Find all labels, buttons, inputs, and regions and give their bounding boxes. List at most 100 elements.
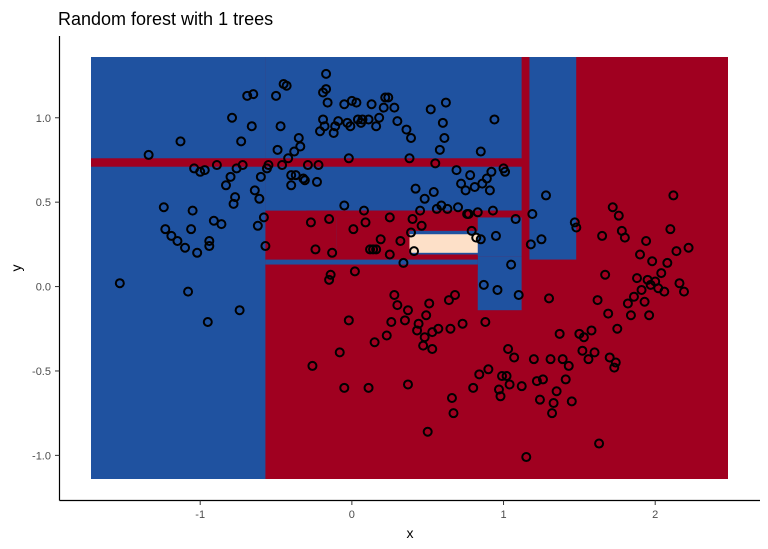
data-point-68: [322, 97, 333, 108]
data-point-140: [430, 158, 441, 169]
data-point-17: [204, 241, 215, 252]
data-point-153: [450, 290, 460, 301]
data-point-168: [475, 146, 486, 157]
region-class_b-16: [576, 57, 728, 479]
data-point-34: [252, 220, 263, 231]
data-point-128: [415, 205, 426, 216]
data-point-99: [371, 244, 382, 255]
data-point-228: [609, 362, 620, 373]
data-point-175: [484, 185, 495, 196]
data-point-179: [490, 230, 501, 241]
data-point-29: [237, 160, 248, 171]
data-point-67: [321, 84, 332, 95]
data-point-151: [446, 392, 457, 403]
data-point-119: [402, 379, 413, 390]
data-point-131: [419, 332, 430, 343]
data-point-196: [527, 208, 538, 219]
data-point-14: [199, 165, 210, 176]
data-point-59: [310, 244, 321, 255]
data-point-92: [360, 217, 371, 228]
data-point-210: [560, 374, 571, 385]
data-point-155: [453, 202, 464, 213]
data-point-122: [406, 227, 417, 238]
data-point-90: [357, 114, 368, 125]
data-point-91: [359, 205, 369, 216]
data-point-205: [547, 408, 558, 419]
data-point-207: [551, 386, 562, 397]
data-point-250: [662, 257, 673, 268]
data-point-96: [366, 99, 377, 110]
data-point-195: [525, 239, 536, 250]
data-point-47: [283, 153, 294, 164]
data-point-147: [440, 97, 451, 108]
data-point-208: [554, 328, 565, 339]
data-point-233: [619, 232, 630, 243]
data-point-42: [272, 144, 283, 155]
data-point-152: [448, 408, 459, 419]
data-point-44: [277, 160, 288, 171]
y-axis-title: y: [8, 265, 24, 272]
data-point-117: [401, 124, 412, 135]
data-point-142: [433, 323, 444, 334]
data-point-214: [571, 222, 582, 233]
data-point-172: [480, 317, 491, 328]
data-point-115: [398, 257, 409, 268]
data-point-72: [327, 247, 338, 258]
data-point-132: [419, 193, 430, 204]
data-point-143: [434, 144, 445, 155]
data-point-223: [597, 230, 608, 241]
data-point-83: [345, 121, 356, 132]
data-point-112: [392, 300, 403, 311]
data-point-166: [472, 207, 483, 218]
data-point-66: [321, 68, 332, 79]
data-point-75: [333, 116, 344, 127]
data-point-81: [343, 153, 354, 164]
data-point-238: [635, 249, 646, 260]
data-point-69: [324, 214, 335, 225]
data-point-220: [589, 347, 600, 358]
data-point-33: [249, 185, 260, 196]
region-class_b-9: [265, 254, 478, 260]
data-point-107: [384, 249, 395, 260]
data-point-200: [536, 234, 547, 245]
data-point-48: [286, 180, 297, 191]
data-point-110: [389, 102, 400, 113]
data-point-78: [339, 382, 350, 393]
data-point-127: [413, 318, 424, 329]
data-point-217: [578, 332, 589, 343]
data-point-104: [380, 92, 391, 103]
data-point-145: [437, 117, 448, 128]
data-point-46: [281, 80, 292, 91]
data-point-84: [346, 95, 357, 106]
data-point-19: [211, 160, 222, 171]
data-point-65: [319, 121, 330, 132]
data-point-222: [594, 438, 605, 449]
data-point-114: [395, 235, 406, 246]
data-point-173: [481, 173, 492, 184]
data-point-86: [349, 266, 360, 277]
data-point-198: [531, 376, 542, 387]
data-point-180: [492, 284, 503, 295]
region-mixed-13: [409, 234, 478, 253]
decision-regions: [91, 57, 728, 479]
data-point-135: [424, 298, 435, 309]
data-point-169: [475, 234, 486, 245]
data-point-251: [665, 224, 676, 235]
y-tick-label: -0.5: [32, 366, 51, 378]
data-point-202: [541, 190, 551, 201]
data-point-10: [187, 205, 198, 216]
data-point-211: [563, 360, 574, 371]
data-point-216: [577, 345, 588, 356]
data-point-255: [679, 286, 690, 297]
data-point-28: [236, 136, 247, 147]
data-point-13: [195, 166, 206, 177]
data-point-177: [487, 205, 498, 216]
data-points: [114, 68, 694, 463]
y-tick-label: 0.5: [36, 197, 51, 209]
data-point-31: [246, 121, 257, 132]
data-point-156: [456, 178, 467, 189]
data-point-103: [378, 102, 389, 113]
data-point-146: [439, 133, 450, 144]
data-point-61: [313, 160, 324, 171]
data-point-98: [369, 337, 380, 348]
